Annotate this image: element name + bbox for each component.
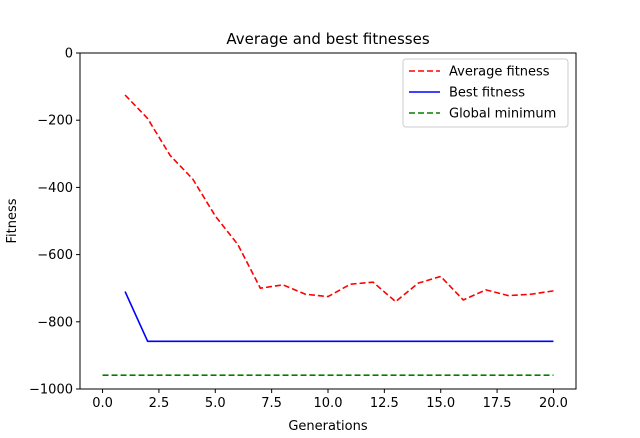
x-axis: 0.0 2.5 5.0 7.5 10.0 12.5 15.0 17.5 20.0 bbox=[92, 389, 568, 411]
y-tick-label: −400 bbox=[37, 181, 73, 196]
x-tick-label: 5.0 bbox=[205, 396, 226, 411]
y-tick-label: −600 bbox=[37, 248, 73, 263]
x-axis-label: Generations bbox=[288, 419, 368, 434]
x-tick-label: 20.0 bbox=[539, 396, 568, 411]
x-tick-label: 2.5 bbox=[149, 396, 170, 411]
x-tick-label: 10.0 bbox=[314, 396, 343, 411]
y-tick-label: 0 bbox=[65, 47, 73, 62]
plot-lines bbox=[102, 94, 554, 377]
y-axis-label: Fitness bbox=[5, 198, 20, 243]
chart-title: Average and best fitnesses bbox=[226, 30, 429, 48]
x-tick-label: 12.5 bbox=[370, 396, 399, 411]
legend-label-1: Best fitness bbox=[449, 86, 525, 101]
y-axis: 0 −200 −400 −600 −800 −1000 bbox=[29, 47, 80, 398]
legend-frame bbox=[402, 58, 569, 128]
y-tick-label: −200 bbox=[37, 114, 73, 129]
legend: Average fitness Best fitness Global minimu… bbox=[402, 58, 569, 128]
x-tick-label: 17.5 bbox=[483, 396, 512, 411]
x-tick-label: 0.0 bbox=[92, 396, 113, 411]
x-tick-label: 7.5 bbox=[261, 396, 282, 411]
series-line-1 bbox=[124, 291, 554, 343]
x-tick-label: 15.0 bbox=[426, 396, 455, 411]
y-tick-label: −1000 bbox=[29, 383, 73, 398]
y-tick-label: −800 bbox=[37, 315, 73, 330]
series-line-0 bbox=[124, 94, 554, 303]
legend-label-2: Global minimum bbox=[449, 107, 556, 122]
legend-label-0: Average fitness bbox=[449, 65, 550, 80]
